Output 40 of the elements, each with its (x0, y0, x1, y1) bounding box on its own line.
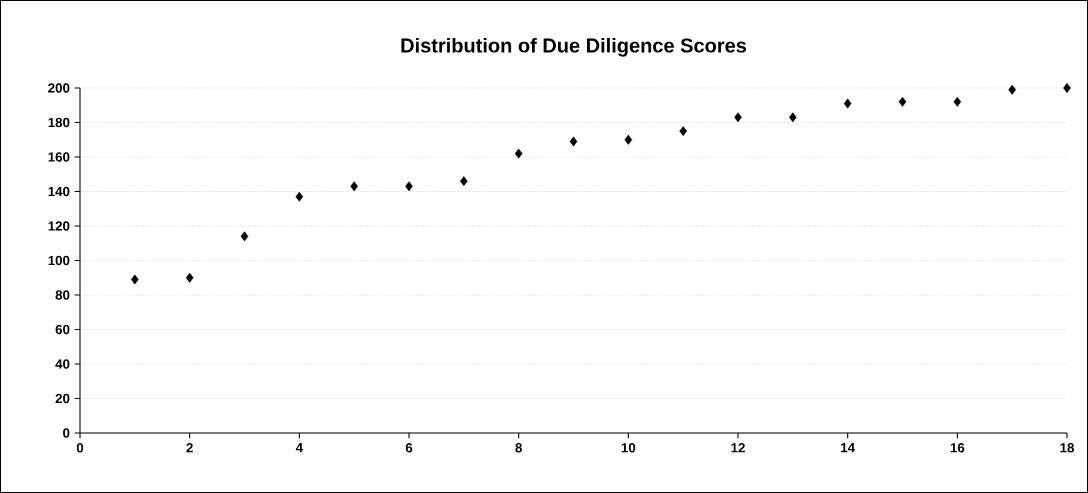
chart-title: Distribution of Due Diligence Scores (401, 37, 747, 57)
point (734, 112, 742, 123)
y-tick-label: 20 (55, 393, 70, 404)
y-tick-label: 140 (48, 186, 70, 197)
point (569, 136, 578, 147)
y-tick-label: 100 (48, 255, 70, 266)
x-tick-label: 2 (186, 443, 193, 453)
x-tick-label: 6 (405, 443, 413, 453)
y-tick-label: 40 (55, 359, 70, 369)
x-tick-label: 16 (950, 443, 965, 453)
point (514, 148, 523, 159)
x-tick-label: 4 (295, 443, 303, 453)
point (624, 134, 633, 145)
point (953, 96, 962, 107)
y-tick-label: 200 (48, 83, 70, 93)
x-tick-label: 12 (731, 443, 745, 453)
y-tick-label: 60 (55, 324, 70, 335)
point (460, 176, 468, 187)
point (679, 126, 687, 137)
x-tick-label: 0 (76, 443, 84, 453)
x-tick-label: 10 (621, 443, 636, 453)
point (1063, 83, 1071, 93)
y-tick-label: 0 (63, 428, 70, 438)
x-tick-label: 18 (1060, 443, 1075, 453)
point (350, 181, 358, 192)
point (185, 272, 194, 283)
y-tick-label: 120 (48, 221, 70, 231)
point (789, 112, 797, 123)
y-tick-label: 80 (55, 290, 70, 300)
x-tick-label: 14 (841, 443, 856, 453)
x-tick-label: 8 (515, 443, 522, 453)
point (1008, 84, 1016, 95)
point (131, 274, 139, 285)
point (240, 231, 249, 242)
y-tick-label: 160 (48, 152, 70, 162)
y-tick-label: 180 (48, 117, 70, 128)
point (843, 98, 852, 109)
point (295, 191, 304, 202)
point (405, 181, 413, 192)
point (898, 96, 907, 107)
